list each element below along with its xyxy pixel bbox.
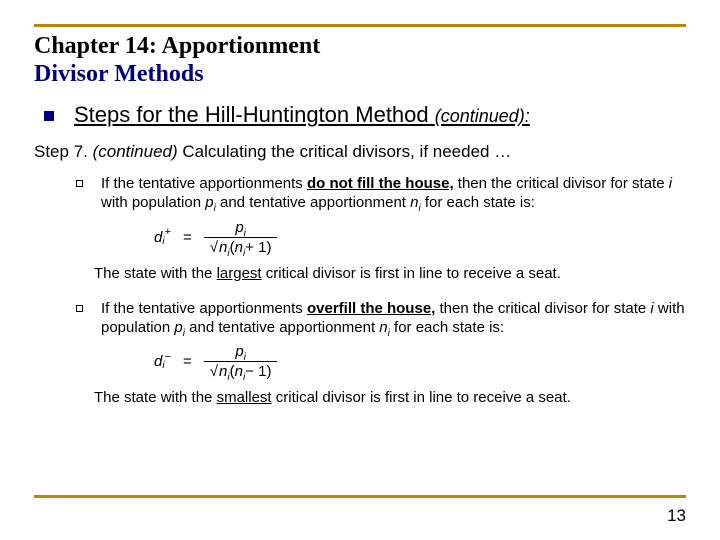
slide-body: Chapter 14: Apportionment Divisor Method… [0,0,720,407]
var-p: p [235,219,243,236]
sub-i: i [243,248,245,259]
footer-rule [34,495,686,498]
var-p: p [174,319,182,336]
step-continued: (continued) [93,142,183,161]
sup-plus: + [165,226,171,238]
var-d: d [154,353,162,370]
var-p: p [205,194,213,211]
equals: = [183,229,192,246]
minus-one: − 1) [245,363,271,380]
chapter-title: Chapter 14: Apportionment [34,33,686,61]
sub-i: i [183,328,185,339]
case1-formula: d i + = pi √ni (ni + 1) [34,219,686,256]
equals: = [183,353,192,370]
case2-formula: d i − = pi √ni (ni − 1) [34,343,686,380]
largest: largest [217,265,262,282]
step-intro: Step 7. (continued) Calculating the crit… [34,142,686,162]
var-n: n [219,239,227,256]
chapter-subtitle: Divisor Methods [34,61,686,89]
sub-i: i [244,228,246,239]
t: The state with the [94,389,217,406]
case1-note: The state with the largest critical divi… [94,264,686,283]
var-d: d [154,229,162,246]
sub-i: i [214,203,216,214]
subheading-text: Steps for the Hill-Huntington Method (co… [74,102,530,128]
case2-text: If the tentative apportionments overfill… [101,299,686,337]
square-bullet-icon [44,111,54,121]
subheading-continued: (continued): [435,106,530,126]
sub-i: i [227,372,229,383]
case1-emph: do not fill the house, [307,175,454,192]
var-p: p [235,343,243,360]
case2-note: The state with the smallest critical div… [94,388,686,407]
t: then the critical divisor for state [435,300,650,317]
t: and tentative apportionment [185,319,379,336]
hollow-square-bullet-icon [76,180,83,187]
case1-text: If the tentative apportionments do not f… [101,174,686,212]
fraction: pi √ni (ni − 1) [204,343,278,380]
sub-i: i [244,352,246,363]
t: If the tentative apportionments [101,175,307,192]
sub-i: i [418,203,420,214]
case2-row: If the tentative apportionments overfill… [76,299,686,337]
var-i: i [669,175,672,192]
t: with population [101,194,205,211]
step-label: Step 7. [34,142,93,161]
step-rest: Calculating the critical divisors, if ne… [182,142,511,161]
smallest: smallest [217,389,272,406]
case1-row: If the tentative apportionments do not f… [76,174,686,212]
subheading-main: Steps for the Hill-Huntington Method [74,102,435,127]
t: critical divisor is first in line to rec… [262,265,561,282]
radical-icon: √ [210,363,218,380]
var-n: n [219,363,227,380]
var-n: n [235,239,243,256]
sub-i: i [388,328,390,339]
t: and tentative apportionment [216,194,410,211]
sub-i: i [243,372,245,383]
subheading-row: Steps for the Hill-Huntington Method (co… [44,102,686,128]
t: for each state is: [421,194,535,211]
sup-minus: − [165,351,171,363]
t: then the critical divisor for state [454,175,669,192]
t: critical divisor is first in line to rec… [272,389,571,406]
title-block: Chapter 14: Apportionment Divisor Method… [34,24,686,88]
var-n: n [379,319,387,336]
var-n: n [235,363,243,380]
hollow-square-bullet-icon [76,305,83,312]
page-number: 13 [667,506,686,526]
t: The state with the [94,265,217,282]
t: for each state is: [390,319,504,336]
radical-icon: √ [210,239,218,256]
case2-emph: overfill the house, [307,300,435,317]
plus-one: + 1) [245,239,271,256]
t: If the tentative apportionments [101,300,307,317]
sub-i: i [227,248,229,259]
fraction: pi √ni (ni + 1) [204,219,278,256]
